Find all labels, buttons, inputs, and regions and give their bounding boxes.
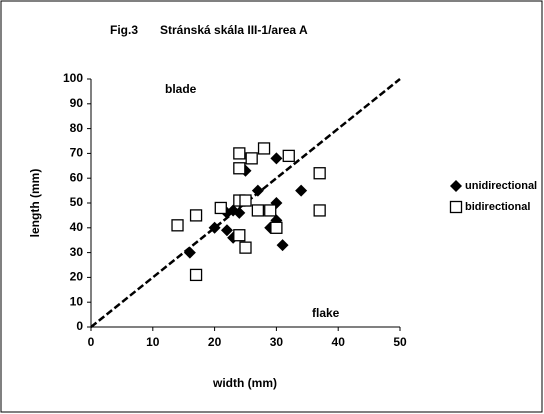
square-marker bbox=[245, 152, 258, 165]
y-tick-label: 50 bbox=[70, 195, 84, 209]
square-marker bbox=[171, 219, 184, 232]
square-marker bbox=[214, 201, 227, 215]
x-tick-label: 40 bbox=[332, 335, 346, 349]
legend-label: bidirectional bbox=[465, 201, 530, 213]
square-marker bbox=[251, 204, 265, 217]
legend-label: unidirectional bbox=[465, 180, 537, 192]
x-tick-label: 50 bbox=[393, 335, 407, 349]
x-axis-label: width (mm) bbox=[212, 376, 277, 390]
y-tick-label: 60 bbox=[70, 170, 84, 184]
y-tick-label: 0 bbox=[76, 319, 83, 333]
square-marker bbox=[270, 221, 283, 234]
square-marker bbox=[239, 241, 252, 254]
square-marker bbox=[189, 268, 203, 282]
annotation: flake bbox=[312, 306, 340, 320]
y-axis-label: length (mm) bbox=[28, 169, 42, 238]
y-tick-label: 90 bbox=[70, 96, 84, 110]
diamond-marker bbox=[276, 239, 289, 252]
square-marker bbox=[189, 209, 203, 222]
chart-title: Stránská skála III-1/area A bbox=[160, 23, 308, 37]
square-marker bbox=[264, 204, 277, 217]
x-tick-label: 20 bbox=[208, 335, 222, 349]
diamond-marker bbox=[295, 184, 308, 197]
y-tick-label: 30 bbox=[70, 245, 84, 259]
x-tick-label: 0 bbox=[88, 335, 95, 349]
diamond-marker bbox=[270, 152, 283, 165]
diamond-marker bbox=[220, 224, 233, 237]
annotation: blade bbox=[165, 82, 197, 96]
y-tick-label: 10 bbox=[70, 294, 84, 308]
x-tick-label: 30 bbox=[270, 335, 284, 349]
x-tick-label: 10 bbox=[146, 335, 160, 349]
square-marker bbox=[313, 204, 326, 217]
square-marker bbox=[449, 200, 463, 214]
diamond-marker bbox=[450, 180, 462, 192]
square-marker bbox=[233, 147, 246, 160]
square-marker bbox=[313, 167, 326, 180]
diamond-marker bbox=[233, 206, 246, 219]
y-tick-label: 100 bbox=[63, 71, 83, 85]
y-tick-label: 40 bbox=[70, 220, 84, 234]
square-marker bbox=[239, 194, 252, 207]
square-marker bbox=[233, 229, 246, 242]
y-tick-label: 20 bbox=[70, 270, 84, 284]
square-marker bbox=[282, 149, 295, 163]
diamond-marker bbox=[251, 184, 264, 197]
chart-subtitle: Fig.3 bbox=[110, 23, 138, 37]
y-tick-label: 70 bbox=[70, 146, 84, 160]
diamond-marker bbox=[208, 221, 221, 234]
square-marker bbox=[257, 142, 271, 155]
y-tick-label: 80 bbox=[70, 121, 84, 135]
square-marker bbox=[233, 162, 246, 175]
reference-line bbox=[90, 78, 401, 328]
diamond-marker bbox=[183, 246, 196, 259]
